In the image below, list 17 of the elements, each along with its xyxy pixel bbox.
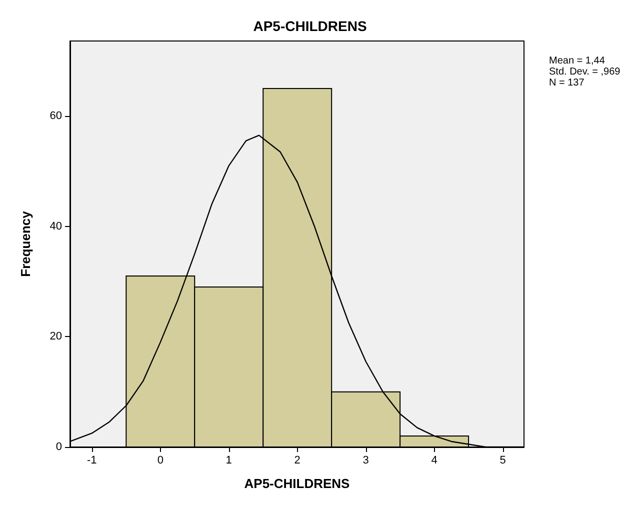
x-tick-label: 4 (431, 454, 438, 466)
text: N = 137 (549, 78, 585, 88)
x-tick-label: 2 (294, 454, 300, 466)
y-tick-label: 40 (50, 220, 62, 232)
x-tick-label: 5 (500, 454, 506, 466)
x-tick-label: -1 (87, 454, 97, 466)
x-tick-label: 1 (226, 454, 232, 466)
y-axis-title: Frequency (18, 210, 33, 277)
x-tick-label: 0 (157, 454, 164, 466)
y-tick-label: 60 (50, 110, 62, 122)
text: Std. Dev. = ,969 (549, 66, 621, 78)
y-tick-label: 0 (56, 441, 62, 453)
x-tick-label: 3 (362, 454, 369, 466)
x-axis-title: AP5-CHILDRENS (244, 476, 350, 491)
chart-title: AP5-CHILDRENS (253, 18, 367, 34)
y-tick-label: 20 (50, 330, 62, 343)
text: Mean = 1,44 (549, 56, 606, 66)
